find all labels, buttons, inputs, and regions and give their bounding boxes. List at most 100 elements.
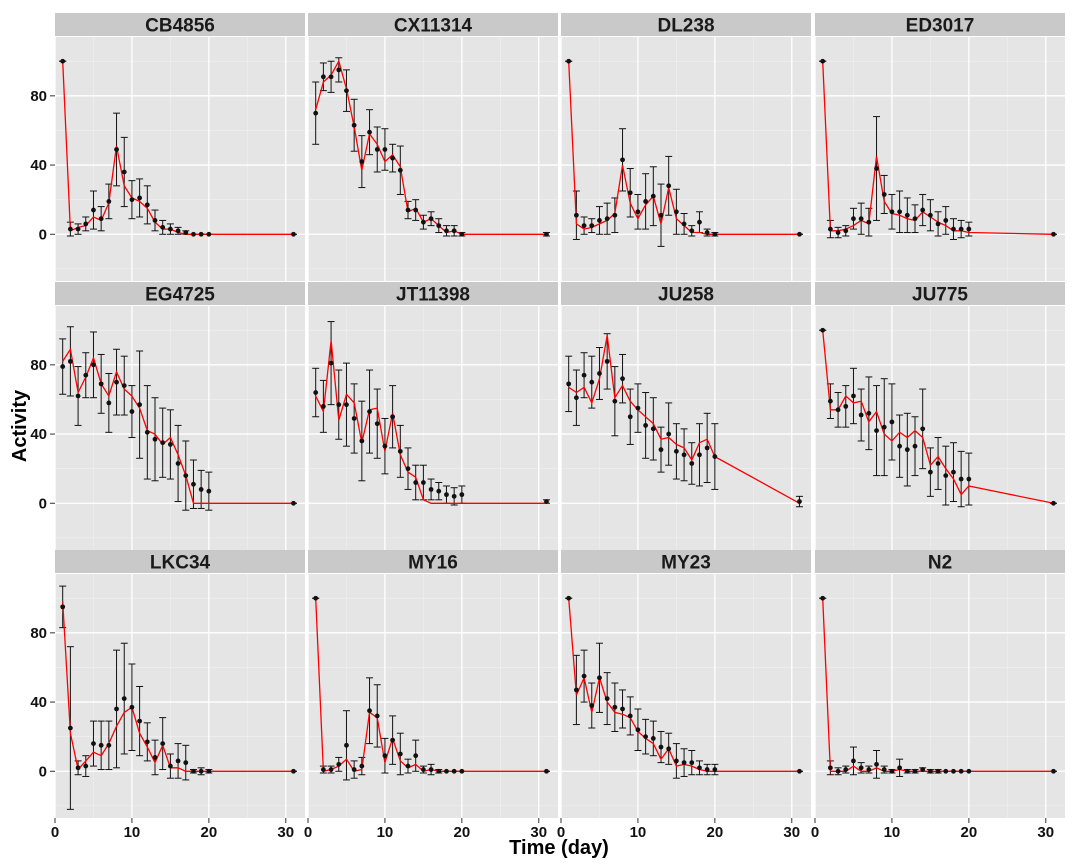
data-point xyxy=(797,499,802,504)
data-point xyxy=(137,402,143,408)
data-point xyxy=(428,216,434,222)
data-point xyxy=(874,761,879,767)
data-point xyxy=(98,216,104,222)
data-point xyxy=(1051,231,1056,237)
data-point xyxy=(83,221,89,227)
facet-strip-label: CX11314 xyxy=(394,16,473,37)
y-tick-label: 0 xyxy=(39,226,47,243)
data-point xyxy=(175,461,181,466)
fit-line xyxy=(62,601,294,772)
data-point xyxy=(697,765,702,771)
data-point xyxy=(183,473,189,478)
facet-strip xyxy=(308,550,558,573)
facet-strip xyxy=(815,550,1065,573)
data-point xyxy=(958,768,964,774)
facet-ed3017: ED3017 xyxy=(814,13,1065,281)
data-point xyxy=(544,499,549,504)
data-point xyxy=(658,744,664,750)
facet-ju775: JU775 xyxy=(814,282,1065,550)
data-point xyxy=(206,768,212,774)
data-point xyxy=(712,231,718,237)
fit-line xyxy=(568,61,800,235)
data-point xyxy=(83,372,89,378)
facet-jt11398: JT11398 xyxy=(307,282,558,550)
data-point xyxy=(374,713,380,719)
panel-background xyxy=(561,306,811,550)
data-point xyxy=(620,157,625,163)
data-point xyxy=(75,765,81,771)
facet-strip-label: LKC34 xyxy=(150,553,211,574)
y-tick-label: 0 xyxy=(39,763,47,780)
data-point xyxy=(444,492,449,498)
data-point xyxy=(160,440,166,446)
facet-strip-label: CB4856 xyxy=(145,16,215,37)
data-point xyxy=(874,166,879,171)
panel-background xyxy=(55,306,305,550)
data-point xyxy=(451,768,457,774)
data-point xyxy=(881,192,887,197)
x-tick-label: 30 xyxy=(530,824,547,841)
data-point xyxy=(912,768,918,774)
data-point xyxy=(627,713,633,719)
data-point xyxy=(75,226,81,232)
data-point xyxy=(390,737,396,743)
data-point xyxy=(206,488,212,494)
data-point xyxy=(351,122,357,128)
data-point xyxy=(405,763,411,769)
data-point xyxy=(966,768,972,774)
data-point xyxy=(951,469,956,475)
facet-strip xyxy=(55,13,305,36)
facet-strip xyxy=(308,13,558,36)
y-tick-label: 40 xyxy=(30,157,47,174)
data-point xyxy=(129,704,135,710)
data-point xyxy=(904,212,910,218)
data-point xyxy=(390,414,396,420)
x-tick-label: 20 xyxy=(201,824,218,841)
panel-background xyxy=(815,37,1065,281)
data-point xyxy=(866,410,872,416)
data-point xyxy=(835,230,841,235)
data-point xyxy=(620,706,625,712)
data-point xyxy=(566,58,572,64)
facet-strip xyxy=(55,550,305,573)
data-point xyxy=(397,448,403,454)
data-point xyxy=(573,212,579,218)
data-point xyxy=(635,405,641,411)
data-point xyxy=(566,381,572,387)
x-tick-label: 20 xyxy=(961,824,978,841)
data-point xyxy=(291,231,296,237)
data-point xyxy=(144,429,150,435)
data-point xyxy=(328,74,334,80)
data-point xyxy=(444,228,449,234)
data-point xyxy=(589,379,595,385)
data-point xyxy=(620,376,625,382)
data-point xyxy=(581,673,587,679)
data-point xyxy=(544,768,549,774)
data-point xyxy=(191,481,196,487)
data-point xyxy=(673,448,679,454)
x-tick-label: 0 xyxy=(51,824,59,841)
facet-strip xyxy=(308,282,558,305)
data-point xyxy=(573,687,579,693)
data-point xyxy=(650,735,656,741)
data-point xyxy=(336,67,342,73)
facet-strip-label: MY16 xyxy=(408,553,458,574)
data-point xyxy=(920,207,926,213)
data-point xyxy=(689,760,695,766)
data-point xyxy=(627,190,633,196)
data-point xyxy=(152,755,158,760)
facet-my23: MY23 xyxy=(560,550,811,818)
panel-background xyxy=(561,574,811,818)
data-point xyxy=(681,452,687,458)
data-point xyxy=(137,718,143,724)
y-tick-label: 40 xyxy=(30,694,47,711)
panel-background xyxy=(561,37,811,281)
data-point xyxy=(451,493,457,499)
facet-panels: CB4856 CX11314 DL238 ED3017 EG4725 JT11398 JU2… xyxy=(54,13,1065,818)
data-point xyxy=(635,727,641,733)
data-point xyxy=(175,228,181,234)
data-point xyxy=(167,442,173,447)
data-point xyxy=(436,768,442,774)
data-point xyxy=(106,400,112,406)
data-point xyxy=(328,360,334,366)
